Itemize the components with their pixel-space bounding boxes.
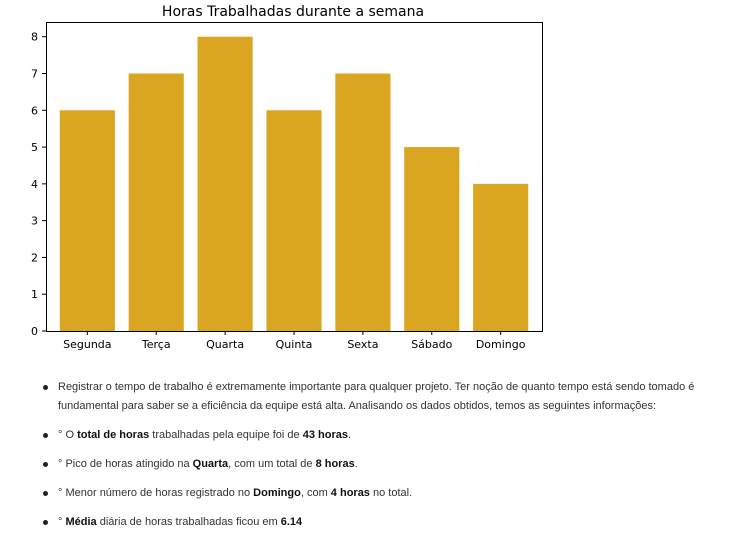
summary-list: Registrar o tempo de trabalho é extremam…: [40, 378, 720, 542]
y-axis: 0 1 2 3 4 5 6 7 8: [31, 31, 46, 338]
x-tick-label: Sábado: [411, 338, 452, 351]
bars-group: [59, 36, 529, 332]
y-tick-label: 4: [31, 178, 38, 191]
highlight-text: 6.14: [280, 516, 303, 528]
bar-segunda: [59, 110, 115, 332]
x-axis: Segunda Terça Quarta Quinta Sexta Sábado Domin…: [63, 331, 526, 351]
x-tick-label: Quarta: [206, 338, 244, 351]
highlight-text: total de horas: [77, 429, 150, 441]
plot-frame: [46, 22, 543, 332]
bar-domingo: [473, 183, 529, 331]
x-tick-label: Domingo: [476, 338, 526, 351]
highlight-text: Domingo: [253, 487, 301, 499]
highlight-text: 4 horas: [330, 487, 370, 499]
note-text: ° O: [58, 429, 78, 441]
summary-item: ° Menor número de horas registrado no Do…: [40, 484, 720, 503]
bar-terça: [128, 73, 184, 331]
x-tick-label: Segunda: [63, 338, 111, 351]
y-tick-label: 3: [31, 215, 38, 228]
highlight-text: 43 horas: [302, 429, 348, 441]
note-text: , com: [300, 487, 331, 499]
note-text: °: [58, 516, 66, 528]
note-text: no total.: [369, 487, 413, 499]
bar-quarta: [197, 36, 253, 331]
y-tick-label: 2: [31, 251, 38, 264]
note-text: trabalhadas pela equipe foi de: [149, 429, 303, 441]
bar-quinta: [266, 110, 322, 332]
bar-sábado: [404, 147, 460, 331]
x-tick-label: Sexta: [347, 338, 378, 351]
chart-title: Horas Trabalhadas durante a semana: [162, 4, 424, 20]
summary-item: ° O total de horas trabalhadas pela equi…: [40, 426, 720, 445]
y-tick-label: 5: [31, 141, 38, 154]
y-tick-label: 8: [31, 31, 38, 44]
y-tick-label: 7: [31, 68, 38, 81]
y-tick-label: 1: [31, 288, 38, 301]
bar-chart: Horas Trabalhadas durante a semana 0 1 2 3 4…: [31, 4, 543, 351]
y-tick-label: 6: [31, 104, 38, 117]
highlight-text: 8 horas: [315, 458, 355, 470]
summary-item: ° Pico de horas atingido na Quarta, com …: [40, 455, 720, 474]
x-tick-label: Terça: [141, 338, 171, 351]
highlight-text: Média: [65, 516, 97, 528]
note-text: ° Menor número de horas registrado no: [58, 487, 254, 499]
summary-item: ° Média diária de horas trabalhadas fico…: [40, 513, 720, 532]
summary-item: Registrar o tempo de trabalho é extremam…: [40, 378, 720, 416]
bar-sexta: [335, 73, 391, 331]
y-tick-label: 0: [31, 325, 38, 338]
note-text: ° Pico de horas atingido na: [58, 458, 193, 470]
note-text: diária de horas trabalhadas ficou em: [96, 516, 281, 528]
note-text: , com um total de: [228, 458, 316, 470]
note-text: .: [354, 458, 358, 470]
highlight-text: Quarta: [192, 458, 229, 470]
x-tick-label: Quinta: [276, 338, 313, 351]
note-text: .: [347, 429, 352, 441]
note-text: Registrar o tempo de trabalho é extremam…: [58, 381, 695, 412]
